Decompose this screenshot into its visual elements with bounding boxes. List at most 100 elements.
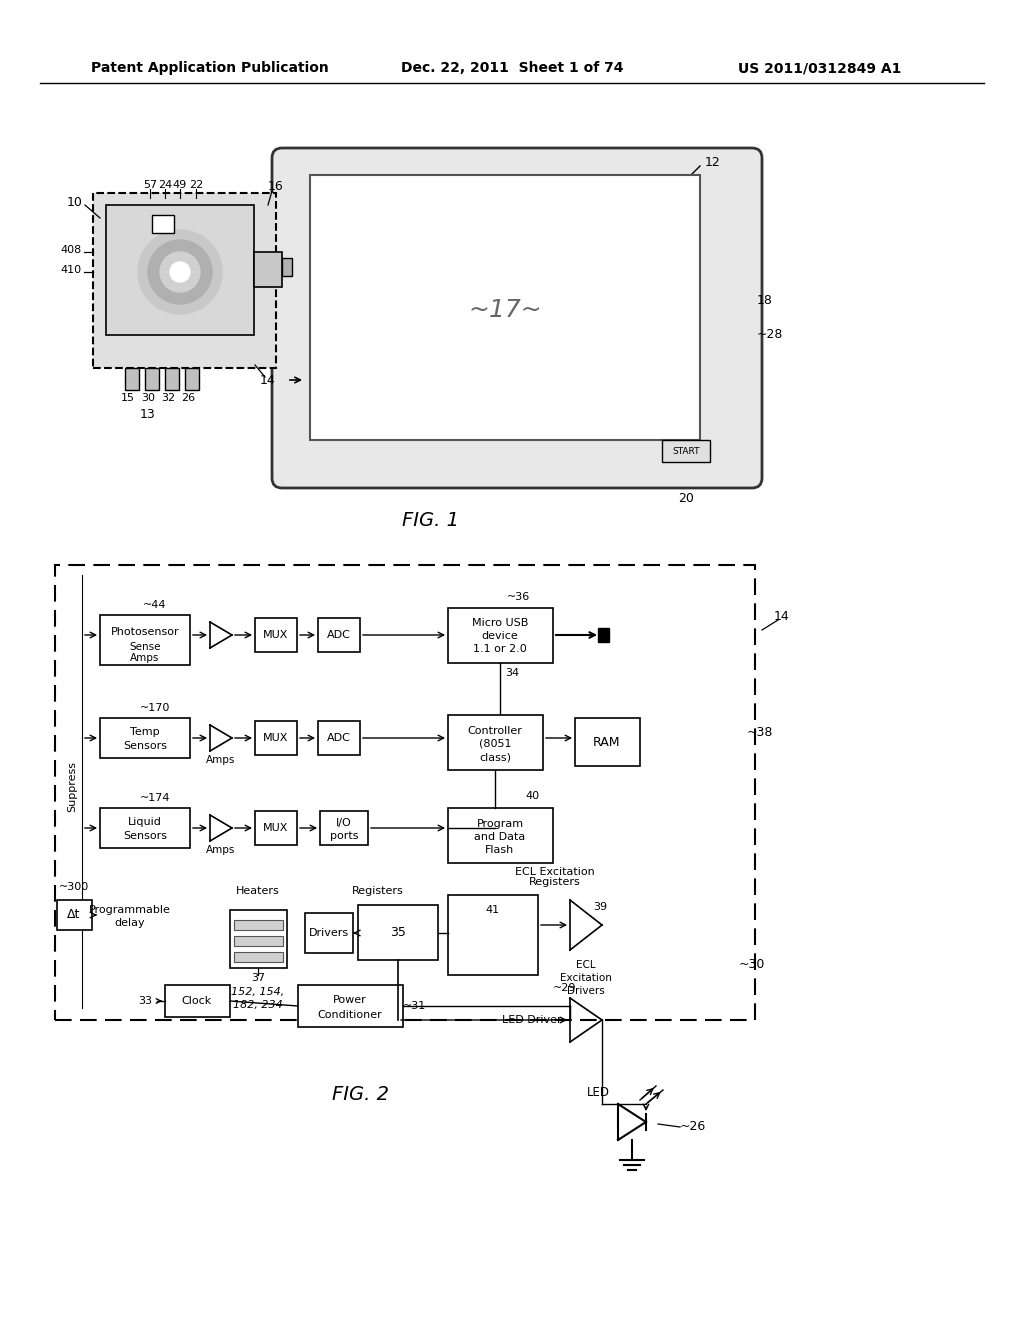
Text: START: START (672, 446, 699, 455)
Text: 49: 49 (173, 180, 187, 190)
Bar (575, 718, 640, 766)
Text: Drivers: Drivers (309, 928, 349, 939)
Bar (234, 952, 283, 962)
Text: 13: 13 (140, 408, 156, 421)
Text: 32: 32 (161, 393, 175, 403)
Bar (165, 985, 230, 1016)
Text: Amps: Amps (130, 653, 160, 663)
Text: ~31: ~31 (403, 1001, 427, 1011)
Text: Amps: Amps (206, 755, 236, 766)
Text: Power: Power (333, 995, 367, 1005)
Text: 30: 30 (141, 393, 155, 403)
Text: 15: 15 (121, 393, 135, 403)
Text: Photosensor: Photosensor (111, 627, 179, 638)
Text: Δt: Δt (68, 908, 81, 921)
Bar (282, 257, 292, 276)
Bar (255, 618, 297, 652)
Text: Suppress: Suppress (67, 762, 77, 813)
Text: Flash: Flash (485, 845, 515, 855)
Text: ~30: ~30 (738, 958, 765, 972)
Circle shape (160, 252, 200, 292)
Text: 10: 10 (68, 195, 83, 209)
Bar (100, 718, 190, 758)
Text: Patent Application Publication: Patent Application Publication (91, 61, 329, 75)
Text: LED Driver: LED Driver (503, 1015, 562, 1026)
Circle shape (170, 261, 190, 282)
Bar (310, 176, 700, 440)
Bar (125, 368, 139, 389)
Bar (319, 810, 368, 845)
Text: (8051: (8051 (479, 739, 511, 748)
Text: ~174: ~174 (139, 793, 170, 803)
Bar (230, 909, 287, 968)
Bar (449, 808, 553, 863)
Bar (185, 368, 199, 389)
Text: 57: 57 (143, 180, 157, 190)
Bar (255, 810, 297, 845)
Bar (598, 628, 609, 642)
Text: 1.1 or 2.0: 1.1 or 2.0 (473, 644, 527, 653)
Text: ~300: ~300 (58, 882, 89, 892)
Text: ~38: ~38 (746, 726, 773, 738)
Text: ADC: ADC (327, 630, 351, 640)
Text: 41: 41 (486, 906, 500, 915)
Bar (298, 985, 403, 1027)
Text: 33: 33 (138, 997, 152, 1006)
Bar (234, 936, 283, 946)
Bar (57, 900, 92, 931)
Text: 12: 12 (705, 156, 721, 169)
Text: ~170: ~170 (140, 704, 170, 713)
Bar (152, 215, 174, 234)
Text: Liquid: Liquid (128, 817, 162, 828)
Text: ECL: ECL (577, 960, 596, 970)
Text: class): class) (479, 752, 511, 762)
Text: 16: 16 (268, 181, 284, 194)
Text: Sensors: Sensors (123, 832, 167, 841)
Text: ~36: ~36 (507, 591, 529, 602)
Text: US 2011/0312849 A1: US 2011/0312849 A1 (738, 61, 902, 75)
Bar (255, 721, 297, 755)
Text: FIG. 2: FIG. 2 (332, 1085, 388, 1105)
Circle shape (148, 240, 212, 304)
Text: 410: 410 (60, 265, 82, 275)
Text: Registers: Registers (529, 876, 581, 887)
Text: 34: 34 (505, 668, 519, 678)
Text: 24: 24 (158, 180, 172, 190)
Text: 37: 37 (251, 973, 265, 983)
Text: LED: LED (587, 1085, 609, 1098)
Text: Excitation: Excitation (560, 973, 612, 983)
Bar (449, 609, 553, 663)
Text: ~29: ~29 (553, 983, 577, 993)
Text: Temp: Temp (130, 727, 160, 737)
Text: 152, 154,: 152, 154, (231, 987, 285, 997)
Text: Sense: Sense (129, 642, 161, 652)
Bar (449, 715, 543, 770)
Text: 408: 408 (60, 246, 82, 255)
Bar (449, 895, 538, 975)
Text: ~26: ~26 (680, 1121, 707, 1134)
Text: 40: 40 (526, 791, 540, 801)
Text: Conditioner: Conditioner (317, 1010, 382, 1020)
Text: Controller: Controller (468, 726, 522, 737)
Bar (55, 565, 755, 1020)
Bar (93, 193, 276, 368)
Text: Programmable: Programmable (89, 906, 171, 915)
Text: Registers: Registers (352, 886, 403, 896)
Text: MUX: MUX (263, 733, 289, 743)
Text: Drivers: Drivers (567, 986, 605, 997)
Text: 39: 39 (593, 902, 607, 912)
Bar (662, 440, 710, 462)
Bar (100, 615, 190, 665)
Text: Micro USB: Micro USB (472, 618, 528, 628)
Bar (145, 368, 159, 389)
Text: device: device (481, 631, 518, 642)
Text: delay: delay (115, 917, 145, 928)
Text: FIG. 1: FIG. 1 (401, 511, 459, 529)
Bar (358, 906, 438, 960)
Text: Clock: Clock (182, 997, 212, 1006)
FancyBboxPatch shape (272, 148, 762, 488)
Bar (234, 920, 283, 931)
Text: ~44: ~44 (143, 601, 167, 610)
Text: 22: 22 (188, 180, 203, 190)
Bar (318, 618, 360, 652)
